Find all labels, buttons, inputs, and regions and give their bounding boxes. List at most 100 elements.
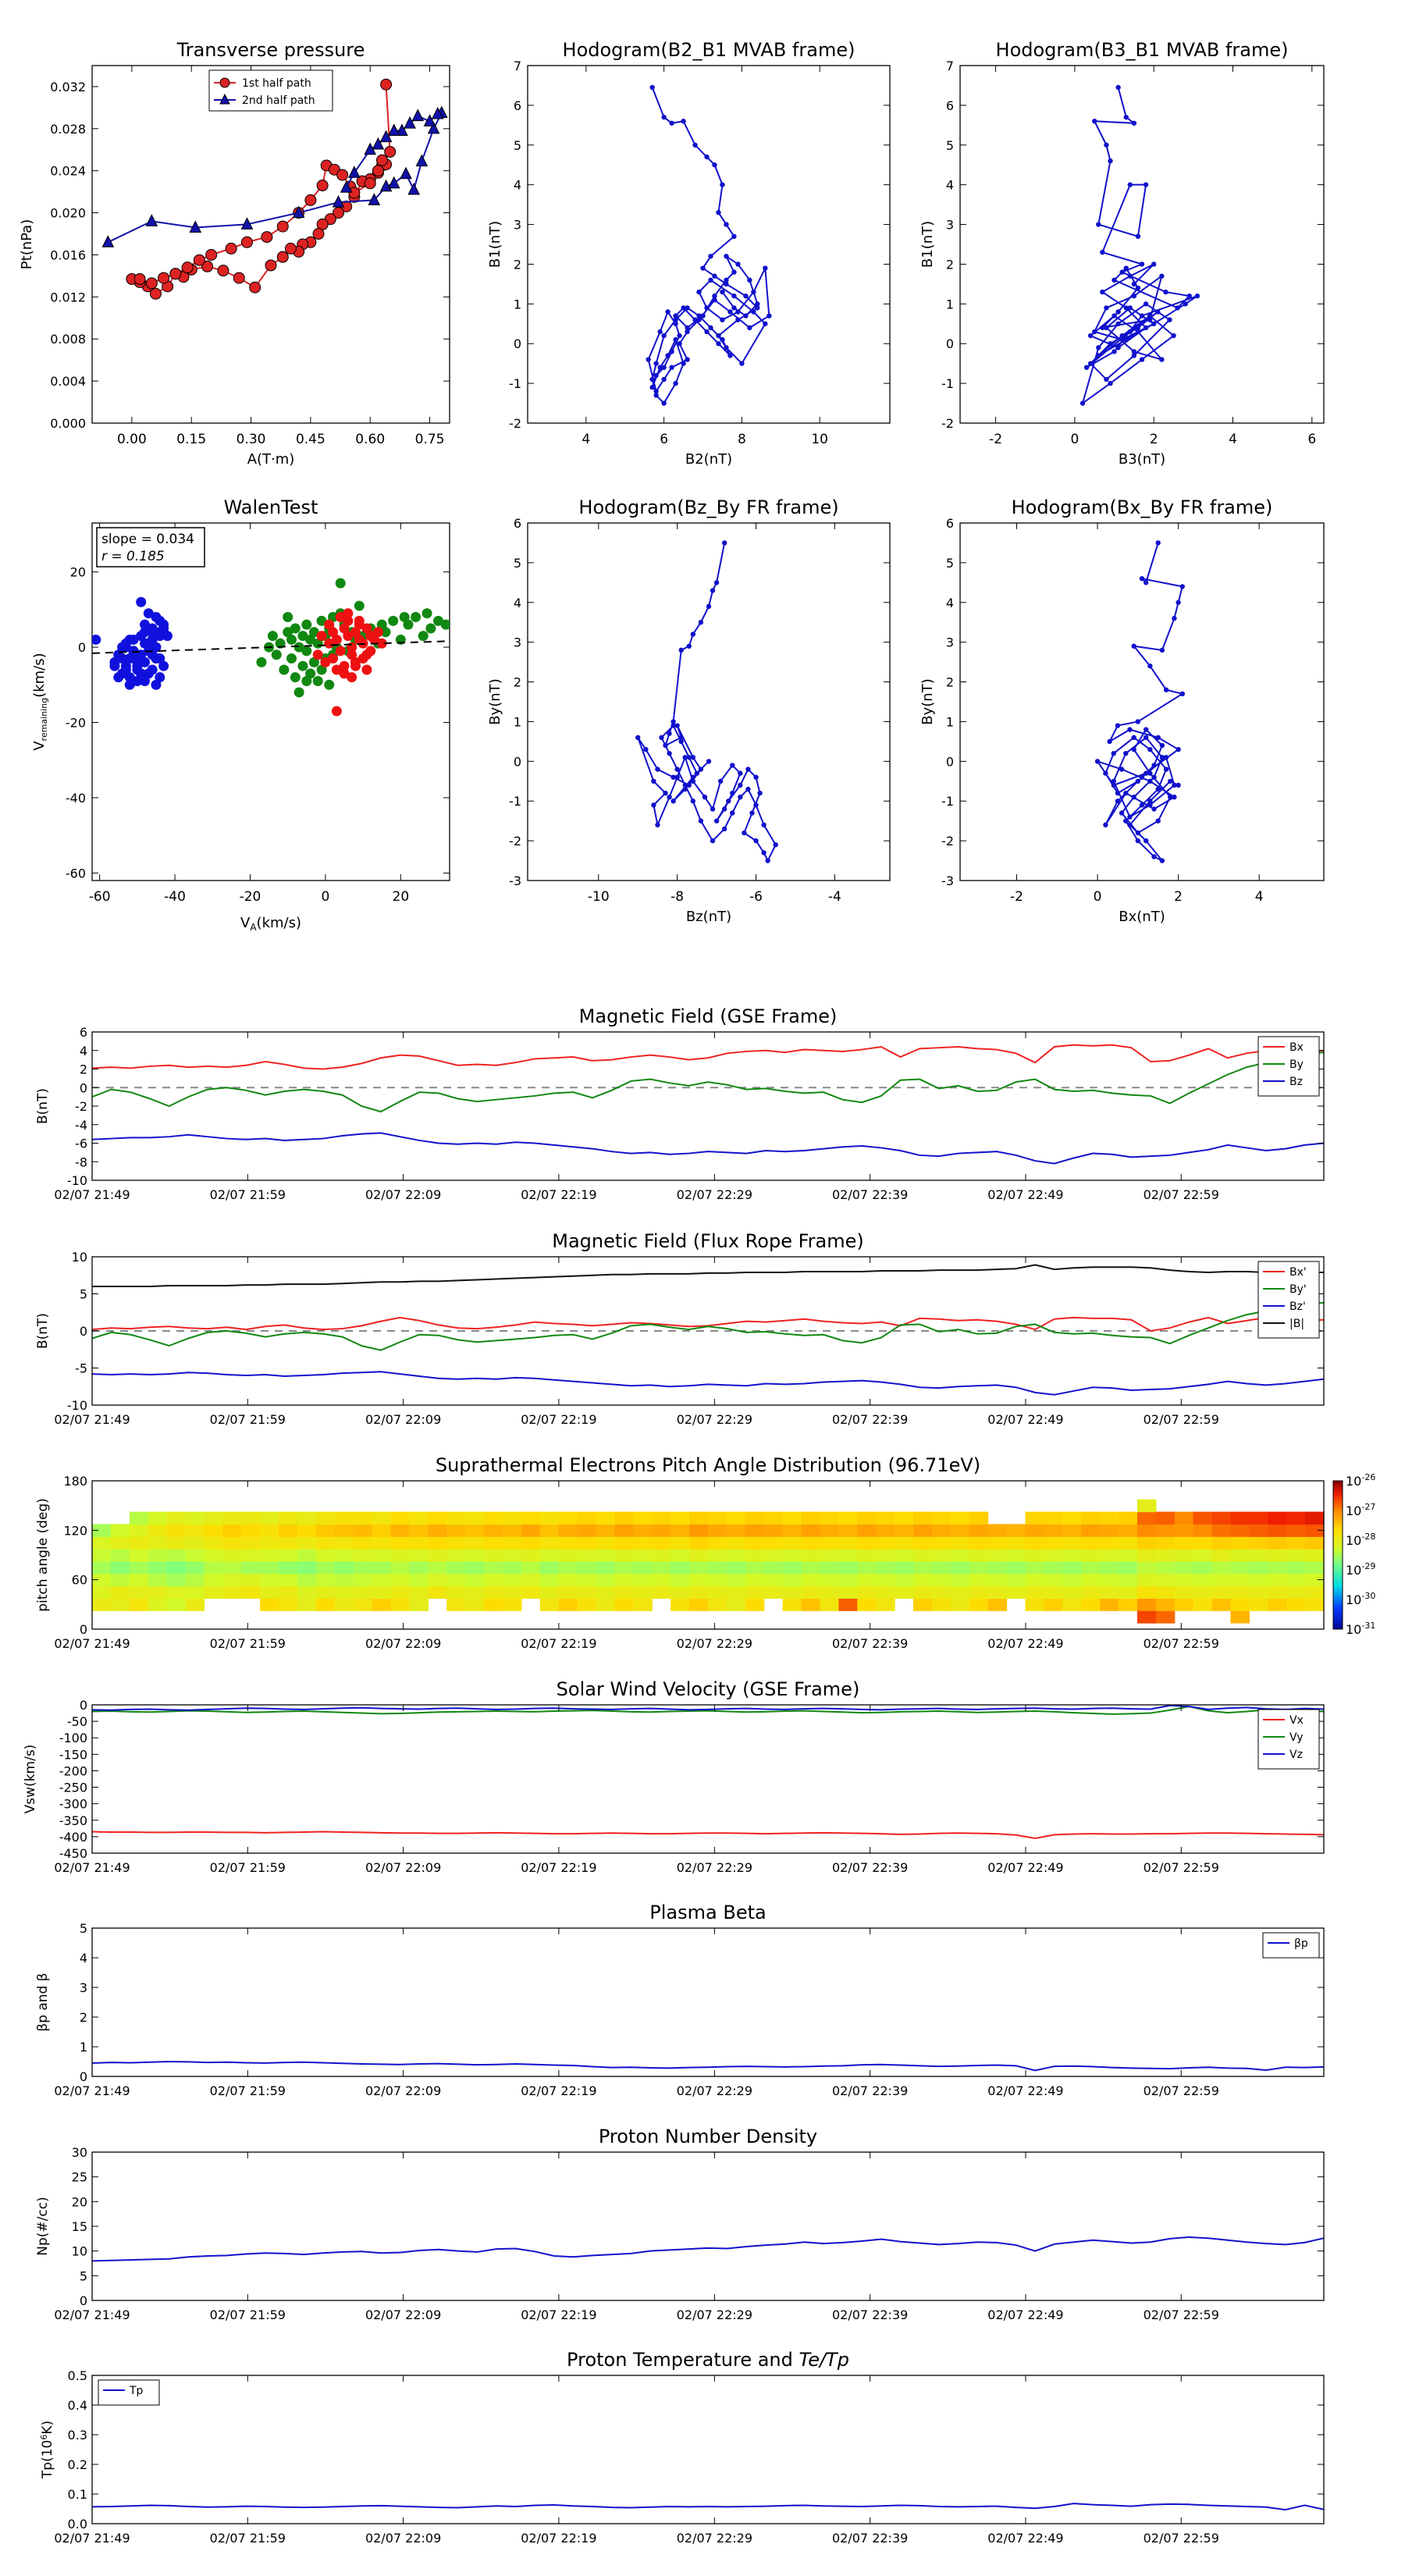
hodogram-point — [712, 297, 717, 303]
y-tick-label: 5 — [80, 1921, 87, 1936]
heatmap-cell — [1155, 1585, 1176, 1599]
heatmap-cell — [1305, 1536, 1325, 1550]
heatmap-cell — [260, 1573, 279, 1587]
colorbar-segment — [1333, 1525, 1343, 1528]
heatmap-cell — [539, 1536, 560, 1550]
chart-title-text: Proton Temperature and — [567, 2349, 799, 2371]
colorbar-segment — [1333, 1599, 1343, 1603]
hodogram-point — [743, 313, 749, 318]
y-axis-label-main: Tp(10 — [40, 2440, 55, 2479]
colorbar-segment — [1333, 1572, 1343, 1575]
heatmap-cell — [1006, 1536, 1026, 1550]
data-point-triangle — [407, 182, 421, 195]
heatmap-cell — [931, 1573, 951, 1587]
heatmap-cell — [521, 1560, 541, 1574]
data-point-triangle — [364, 142, 377, 155]
y-tick-label: -400 — [59, 1830, 87, 1845]
colorbar-segment — [1333, 1589, 1343, 1592]
heatmap-cell — [1174, 1536, 1194, 1550]
hodogram-point — [669, 120, 674, 126]
y-tick-label: 0 — [80, 1622, 87, 1637]
heatmap-cell — [782, 1598, 802, 1611]
x-tick-label: 6 — [1307, 432, 1316, 447]
hodogram-point — [1115, 345, 1121, 350]
hodogram-point — [1171, 333, 1176, 339]
heatmap-cell — [409, 1511, 429, 1525]
data-point-red — [339, 660, 350, 671]
heatmap-cell — [446, 1585, 466, 1599]
data-point-green — [354, 600, 365, 611]
heatmap-cell — [297, 1573, 317, 1587]
y-tick-label: 0.4 — [68, 2398, 87, 2413]
x-tick-label: 20 — [393, 889, 410, 905]
series-line-By — [91, 1301, 1325, 1351]
data-point-green — [275, 638, 286, 649]
heatmap-cell — [838, 1536, 858, 1550]
data-point-green — [433, 615, 444, 626]
heatmap-cell — [297, 1598, 317, 1611]
heatmap-cell — [782, 1524, 802, 1537]
heatmap-cell — [726, 1573, 746, 1587]
chart-title: Transverse pressure — [176, 39, 365, 61]
heatmap-cell — [633, 1573, 653, 1587]
heatmap-cell — [838, 1560, 858, 1574]
heatmap-cell — [596, 1585, 616, 1599]
chart-title: Plasma Beta — [649, 1902, 766, 1923]
data-point-circle — [276, 251, 289, 263]
hodogram-point — [643, 746, 649, 753]
y-tick-label: 4 — [514, 178, 521, 193]
x-tick-label: 02/07 22:19 — [521, 1187, 596, 1202]
hodogram-point — [1194, 293, 1200, 299]
x-tick-label: 02/07 22:09 — [365, 1187, 441, 1202]
data-point-red — [361, 664, 372, 675]
x-tick-label: 02/07 22:49 — [987, 1860, 1063, 1875]
heatmap-cell — [129, 1573, 149, 1587]
x-tick-label: 02/07 21:49 — [54, 1412, 130, 1427]
axes-frame — [91, 1704, 1325, 1854]
heatmap-cell — [166, 1524, 187, 1537]
heatmap-cell — [987, 1585, 1008, 1599]
heatmap-cell — [166, 1585, 187, 1599]
data-point-circle — [261, 231, 273, 244]
heatmap-cell — [1119, 1573, 1138, 1587]
y-tick-label: 5 — [514, 556, 521, 571]
data-point-green — [403, 619, 414, 630]
hodogram-point — [1176, 782, 1181, 788]
data-point-green — [290, 672, 301, 683]
heatmap-cell — [1155, 1549, 1176, 1562]
heatmap-cell — [950, 1560, 970, 1574]
x-axis-label-sub: A — [250, 922, 257, 933]
hodogram-point — [1155, 735, 1161, 740]
data-point-red — [347, 649, 357, 660]
hodogram-point — [673, 313, 678, 318]
data-point-triangle — [423, 114, 436, 126]
heatmap-cell — [1081, 1560, 1101, 1574]
y-tick-label: 3 — [80, 1980, 87, 1995]
hodogram-point — [696, 317, 702, 322]
colorbar-segment — [1333, 1579, 1343, 1583]
heatmap-cells — [92, 1499, 1325, 1624]
data-point-red — [369, 634, 380, 645]
hodogram-point — [753, 802, 759, 808]
heatmap-cell — [334, 1549, 354, 1562]
colorbar-tick-label: 10-28 — [1346, 1532, 1375, 1548]
heatmap-cell — [876, 1549, 895, 1562]
heatmap-cell — [279, 1511, 298, 1525]
heatmap-cell — [763, 1573, 784, 1587]
heatmap-cell — [129, 1598, 149, 1611]
heatmap-cell — [1193, 1598, 1213, 1611]
hodogram-point — [670, 774, 676, 780]
data-point-circle — [201, 260, 214, 272]
heatmap-cell — [614, 1598, 634, 1611]
hodogram-point — [1159, 647, 1165, 653]
heatmap-cell — [92, 1598, 112, 1611]
y-tick-label: -350 — [59, 1813, 87, 1828]
data-point-blue — [139, 675, 150, 686]
y-axis-label-tail: K) — [40, 2421, 55, 2435]
heatmap-cell — [876, 1536, 895, 1550]
colorbar-segment — [1333, 1503, 1343, 1507]
heatmap-cell — [409, 1549, 429, 1562]
heatmap-cell — [969, 1560, 989, 1574]
heatmap-cell — [222, 1549, 242, 1562]
x-tick-label: 02/07 22:59 — [1144, 2307, 1219, 2322]
